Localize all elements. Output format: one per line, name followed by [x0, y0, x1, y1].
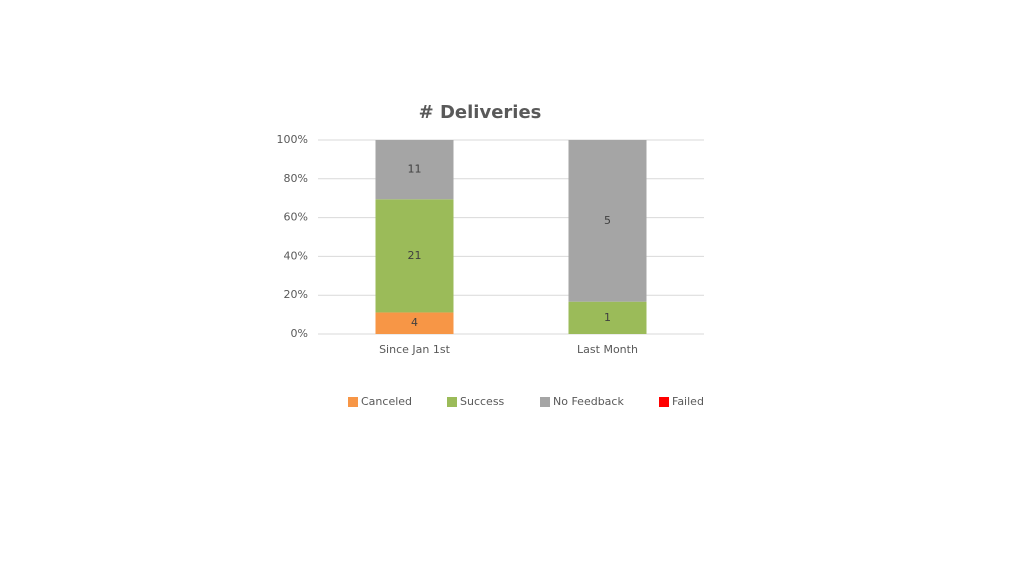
- bar-segment: [568, 140, 647, 302]
- data-label: 11: [408, 163, 422, 176]
- legend-label: Canceled: [361, 395, 412, 408]
- y-tick-label: 80%: [284, 172, 308, 185]
- legend-label: Failed: [672, 395, 704, 408]
- data-label: 1: [604, 311, 611, 324]
- y-tick-label: 100%: [277, 133, 308, 146]
- data-label: 4: [411, 316, 418, 329]
- y-tick-label: 20%: [284, 288, 308, 301]
- legend-swatch: [659, 397, 669, 407]
- bar-segment: [375, 140, 454, 200]
- legend-label: Success: [460, 395, 505, 408]
- legend-label: No Feedback: [553, 395, 624, 408]
- x-tick-label: Last Month: [577, 343, 638, 356]
- y-tick-label: 40%: [284, 249, 308, 262]
- legend-swatch: [540, 397, 550, 407]
- legend-swatch: [447, 397, 457, 407]
- y-tick-label: 60%: [284, 211, 308, 224]
- bar-segment: [568, 301, 647, 334]
- legend-swatch: [348, 397, 358, 407]
- bar-segment: [375, 312, 454, 334]
- x-tick-label: Since Jan 1st: [379, 343, 451, 356]
- chart-title: # Deliveries: [419, 102, 542, 123]
- y-tick-label: 0%: [291, 327, 308, 340]
- bar-segment: [375, 199, 454, 313]
- data-label: 21: [408, 249, 422, 262]
- data-label: 5: [604, 214, 611, 227]
